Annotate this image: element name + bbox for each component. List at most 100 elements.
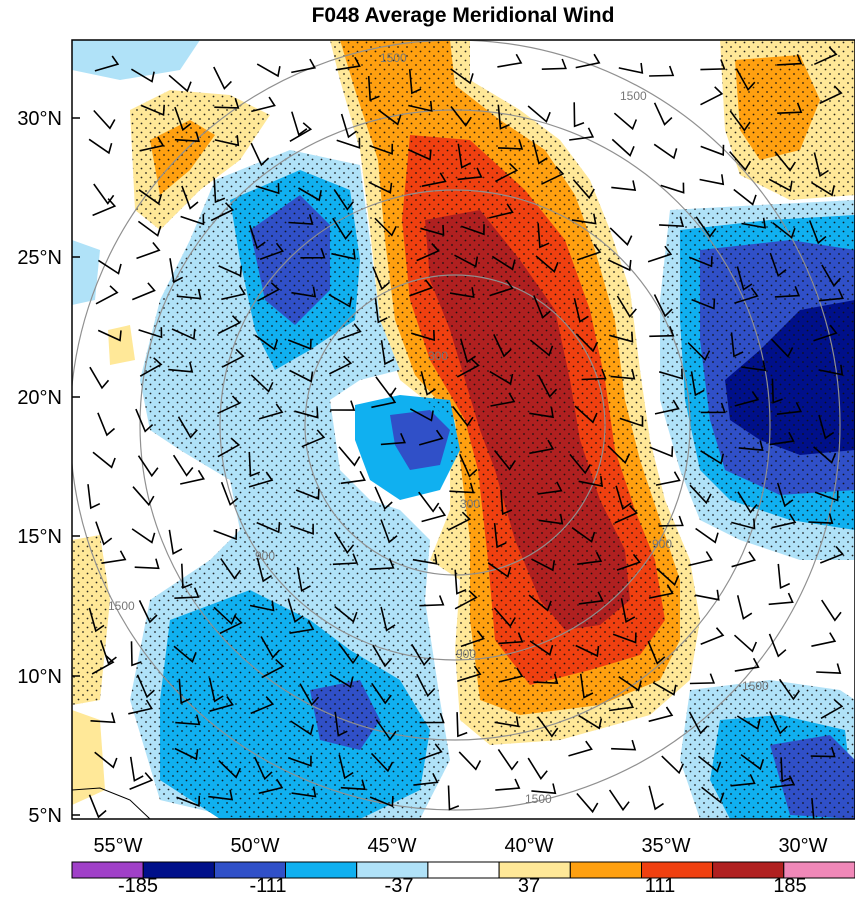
wind-barb: [611, 180, 637, 192]
wind-barb: [533, 295, 551, 319]
wind-barb: [700, 59, 726, 71]
wind-barb: [529, 439, 555, 455]
wind-barb: [174, 131, 200, 143]
ring-label-300-n: 300: [428, 349, 448, 363]
wind-barb: [813, 324, 838, 342]
wind-barb: [136, 241, 161, 260]
wind-barb: [653, 294, 673, 318]
wind-barb: [537, 481, 563, 495]
wind-barb: [380, 432, 406, 446]
wind-barb: [141, 104, 165, 116]
wind-barb: [416, 673, 436, 698]
wind-barb: [541, 166, 565, 185]
wind-barb: [88, 794, 107, 819]
latitude-axis: 30°N 25°N 20°N 15°N 10°N 5°N: [17, 108, 80, 827]
wind-barb: [411, 643, 432, 667]
wind-barb: [418, 491, 440, 513]
wind-barb: [615, 485, 632, 511]
wind-barb: [700, 402, 726, 414]
stipple-negative-west: [130, 150, 450, 819]
wind-barb: [174, 747, 199, 761]
wind-barb: [254, 334, 279, 351]
wind-barb: [653, 102, 673, 126]
wind-barb: [649, 326, 675, 338]
wind-barb: [618, 676, 642, 692]
wind-barb: [289, 369, 314, 383]
wind-barb: [808, 513, 834, 524]
wind-barb: [456, 358, 480, 378]
wind-barb: [101, 550, 127, 564]
wind-barb: [375, 719, 397, 741]
wind-barb: [618, 62, 644, 74]
wind-barb: [333, 531, 355, 554]
wind-barb: [92, 198, 117, 217]
ring-label-1500-ne: 1500: [620, 89, 647, 103]
stipple-ne: [720, 40, 855, 200]
wind-barb: [813, 46, 838, 66]
wind-barb: [647, 640, 666, 665]
wind-barb: [410, 329, 436, 342]
wind-barb: [290, 720, 314, 736]
wind-barb: [811, 798, 824, 819]
wind-barb: [138, 327, 163, 339]
wind-barb: [138, 189, 163, 206]
wind-barb: [328, 355, 353, 375]
wind-barb: [450, 68, 474, 85]
wind-barb: [690, 371, 705, 397]
lon-label-35w: 35°W: [641, 835, 690, 857]
wind-barb: [772, 222, 796, 239]
wind-barb: [298, 187, 322, 202]
stipple-negative-east: [660, 200, 855, 560]
wind-barb: [771, 513, 797, 529]
wind-barb: [331, 248, 356, 260]
wind-barb: [338, 643, 360, 665]
stipple-se: [680, 680, 855, 819]
wind-barb: [169, 258, 184, 284]
wind-barb: [94, 751, 118, 769]
wind-barb: [810, 746, 836, 758]
wind-barb: [289, 122, 313, 142]
wind-barb: [529, 339, 554, 357]
wind-barb: [780, 757, 792, 783]
map-area: 1500 1500 1500 1500 1500 900 900 900 300…: [72, 40, 855, 819]
wind-barb: [334, 711, 348, 737]
wind-barb: [569, 127, 595, 141]
wind-barb: [608, 697, 635, 712]
wind-barb: [413, 772, 439, 786]
wind-barb: [619, 415, 644, 428]
wind-barb: [768, 592, 794, 606]
wind-barb: [407, 148, 432, 161]
wind-barb: [457, 143, 472, 169]
wind-barb: [180, 469, 205, 485]
wind-barb: [768, 178, 793, 192]
lon-label-50w: 50°W: [230, 835, 279, 857]
wind-barb: [253, 756, 273, 781]
wind-barb: [129, 756, 144, 782]
wind-barb: [91, 654, 115, 675]
wind-barb: [460, 630, 485, 648]
wind-barb: [291, 786, 317, 798]
wind-barb: [371, 393, 397, 409]
wind-barb: [616, 553, 642, 571]
wind-barb: [733, 634, 758, 653]
wind-barb: [533, 673, 559, 685]
wind-barb: [535, 255, 559, 273]
wind-barb: [737, 491, 758, 514]
wind-barb: [658, 368, 684, 380]
wind-barb: [813, 446, 837, 464]
ring-label-900-s: 900: [456, 647, 476, 661]
wind-barb: [258, 778, 284, 795]
wind-barb: [168, 529, 183, 555]
wind-barb: [537, 374, 558, 398]
wind-barb: [291, 286, 317, 298]
wind-barb: [531, 558, 556, 572]
wind-barb: [575, 333, 599, 353]
wind-barb: [213, 528, 238, 541]
wind-barb: [571, 527, 596, 543]
wind-barb: [416, 243, 440, 262]
coastline: [72, 787, 151, 819]
colorbar-label-neg37: -37: [385, 875, 414, 897]
colorbar-label-neg185: -185: [118, 875, 158, 897]
wind-barb: [649, 446, 674, 458]
